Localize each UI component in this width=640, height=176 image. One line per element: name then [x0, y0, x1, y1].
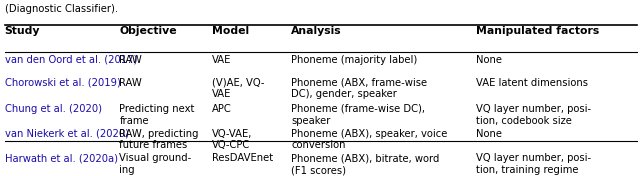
Text: Chung et al. (2020): Chung et al. (2020) [4, 104, 102, 114]
Text: Chorowski et al. (2019): Chorowski et al. (2019) [4, 78, 120, 88]
Text: VQ-VAE,
VQ-CPC: VQ-VAE, VQ-CPC [212, 129, 252, 150]
Text: (V)AE, VQ-
VAE: (V)AE, VQ- VAE [212, 78, 264, 99]
Text: RAW, predicting
future frames: RAW, predicting future frames [119, 129, 199, 150]
Text: (Diagnostic Classifier).: (Diagnostic Classifier). [4, 4, 118, 14]
Text: VAE: VAE [212, 55, 231, 65]
Text: RAW: RAW [119, 78, 142, 88]
Text: Phoneme (frame-wise DC),
speaker: Phoneme (frame-wise DC), speaker [291, 104, 426, 126]
Text: VQ layer number, posi-
tion, codebook size: VQ layer number, posi- tion, codebook si… [476, 104, 591, 126]
Text: Objective: Objective [119, 26, 177, 36]
Text: Predicting next
frame: Predicting next frame [119, 104, 195, 126]
Text: Phoneme (ABX), bitrate, word
(F1 scores): Phoneme (ABX), bitrate, word (F1 scores) [291, 153, 440, 175]
Text: None: None [476, 55, 502, 65]
Text: Analysis: Analysis [291, 26, 342, 36]
Text: Visual ground-
ing: Visual ground- ing [119, 153, 191, 175]
Text: VQ layer number, posi-
tion, training regime: VQ layer number, posi- tion, training re… [476, 153, 591, 175]
Text: VAE latent dimensions: VAE latent dimensions [476, 78, 588, 88]
Text: Phoneme (majority label): Phoneme (majority label) [291, 55, 417, 65]
Text: Model: Model [212, 26, 249, 36]
Text: ResDAVEnet: ResDAVEnet [212, 153, 273, 164]
Text: Harwath et al. (2020a): Harwath et al. (2020a) [4, 153, 118, 164]
Text: van Niekerk et al. (2020): van Niekerk et al. (2020) [4, 129, 129, 139]
Text: Study: Study [4, 26, 40, 36]
Text: None: None [476, 129, 502, 139]
Text: RAW: RAW [119, 55, 142, 65]
Text: APC: APC [212, 104, 232, 114]
Text: van den Oord et al. (2017): van den Oord et al. (2017) [4, 55, 137, 65]
Text: Manipulated factors: Manipulated factors [476, 26, 600, 36]
Text: Phoneme (ABX), speaker, voice
conversion: Phoneme (ABX), speaker, voice conversion [291, 129, 448, 150]
Text: Phoneme (ABX, frame-wise
DC), gender, speaker: Phoneme (ABX, frame-wise DC), gender, sp… [291, 78, 428, 99]
